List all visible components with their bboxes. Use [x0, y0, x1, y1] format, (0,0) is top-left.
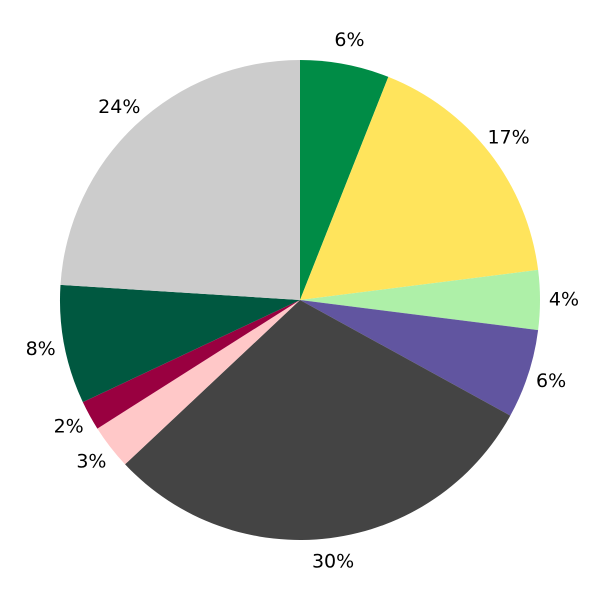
slice-label: 24% — [98, 96, 140, 118]
pie-slice — [60, 60, 300, 300]
pie-slice — [97, 300, 300, 465]
pie-slice — [59, 284, 300, 403]
slice-label: 3% — [76, 450, 106, 472]
slice-label: 6% — [334, 29, 364, 51]
slice-label: 17% — [487, 127, 529, 149]
pie-slice — [300, 60, 389, 300]
slice-label: 30% — [312, 550, 354, 572]
slice-label: 8% — [26, 338, 56, 360]
pie-slice — [300, 300, 539, 416]
pie-slice — [300, 76, 539, 301]
pie-slice — [300, 269, 540, 331]
slice-label: 6% — [536, 370, 566, 392]
pie-slice — [125, 300, 511, 540]
slice-label: 2% — [54, 416, 84, 438]
pie-slice — [82, 300, 300, 429]
slice-label: 4% — [549, 289, 579, 311]
